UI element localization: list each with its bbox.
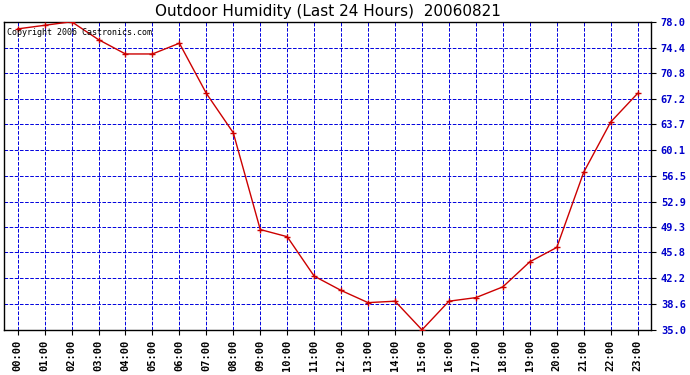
Title: Outdoor Humidity (Last 24 Hours)  20060821: Outdoor Humidity (Last 24 Hours) 2006082… — [155, 4, 500, 19]
Text: Copyright 2006 Castronics.com: Copyright 2006 Castronics.com — [8, 28, 152, 37]
